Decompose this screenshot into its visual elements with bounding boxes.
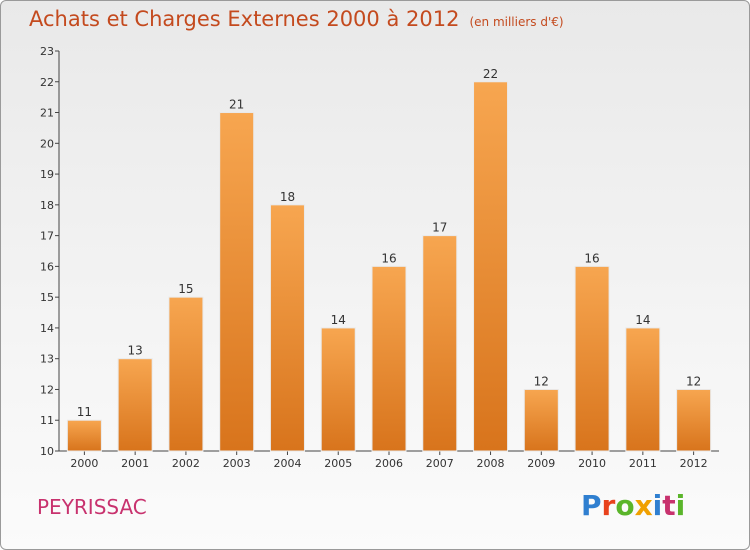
x-tick-label: 2006 — [375, 457, 403, 470]
chart-data-labels: 11 13 15 21 18 14 16 17 22 12 16 14 12 — [77, 67, 702, 419]
y-tick-label: 15 — [40, 291, 54, 304]
bar — [371, 265, 407, 452]
logo-letter: P — [581, 489, 602, 522]
x-tick-label: 2010 — [578, 457, 606, 470]
y-tick-label: 20 — [40, 137, 54, 150]
x-tick-label: 2002 — [172, 457, 200, 470]
y-tick-label: 16 — [40, 260, 54, 273]
y-tick-label: 19 — [40, 168, 54, 181]
x-tick-label: 2007 — [426, 457, 454, 470]
x-tick-label: 2009 — [527, 457, 555, 470]
proxiti-logo[interactable]: Proxiti — [581, 489, 685, 522]
chart-title-text: Achats et Charges Externes 2000 à 2012 — [29, 7, 460, 31]
logo-letter: x — [634, 489, 653, 522]
bar-value-label: 11 — [77, 405, 92, 419]
chart-axes: 10 11 12 13 14 15 16 17 18 19 20 21 22 23 2000 2001 2002… — [40, 45, 719, 470]
bar-value-label: 22 — [483, 67, 498, 81]
logo-letter: i — [652, 489, 663, 522]
bar — [219, 112, 255, 452]
bar — [269, 204, 305, 452]
y-tick-label: 18 — [40, 199, 54, 212]
y-tick-label: 23 — [40, 45, 54, 58]
bar-value-label: 16 — [381, 251, 396, 265]
y-tick-label: 22 — [40, 76, 54, 89]
bar — [574, 265, 610, 452]
bar-value-label: 12 — [686, 374, 701, 388]
y-tick-label: 17 — [40, 230, 54, 243]
bar-value-label: 16 — [584, 251, 599, 265]
bar-value-label: 17 — [432, 221, 447, 235]
x-tick-label: 2003 — [223, 457, 251, 470]
y-tick-label: 14 — [40, 322, 54, 335]
x-tick-label: 2005 — [324, 457, 352, 470]
bar — [422, 235, 458, 452]
y-tick-label: 10 — [40, 445, 54, 458]
bar-value-label: 21 — [229, 98, 244, 112]
y-tick-label: 21 — [40, 107, 54, 120]
bar — [66, 419, 102, 452]
bar — [625, 327, 661, 452]
bar — [117, 358, 153, 452]
chart-unit: (en milliers d'€) — [469, 15, 564, 29]
bar — [320, 327, 356, 452]
y-tick-label: 11 — [40, 414, 54, 427]
bar — [676, 388, 712, 452]
logo-letter: t — [662, 489, 676, 522]
bar-value-label: 12 — [534, 374, 549, 388]
bar-value-label: 15 — [178, 282, 193, 296]
x-tick-label: 2000 — [70, 457, 98, 470]
logo-letter: o — [615, 489, 635, 522]
x-tick-label: 2004 — [273, 457, 301, 470]
bar-value-label: 13 — [128, 344, 143, 358]
x-tick-label: 2008 — [477, 457, 505, 470]
commune-name: PEYRISSAC — [37, 495, 147, 519]
y-tick-label: 13 — [40, 353, 54, 366]
x-tick-label: 2012 — [680, 457, 708, 470]
x-tick-label: 2001 — [121, 457, 149, 470]
y-tick-label: 12 — [40, 383, 54, 396]
bar — [168, 296, 204, 452]
chart-bars — [66, 81, 712, 452]
bar-value-label: 18 — [280, 190, 295, 204]
bar — [473, 81, 509, 452]
bar — [523, 388, 559, 452]
chart-title: Achats et Charges Externes 2000 à 2012 (e… — [29, 7, 564, 31]
logo-letter: r — [601, 489, 616, 522]
logo-letter: i — [675, 489, 686, 522]
x-tick-label: 2011 — [629, 457, 657, 470]
bar-value-label: 14 — [635, 313, 650, 327]
bar-value-label: 14 — [331, 313, 346, 327]
